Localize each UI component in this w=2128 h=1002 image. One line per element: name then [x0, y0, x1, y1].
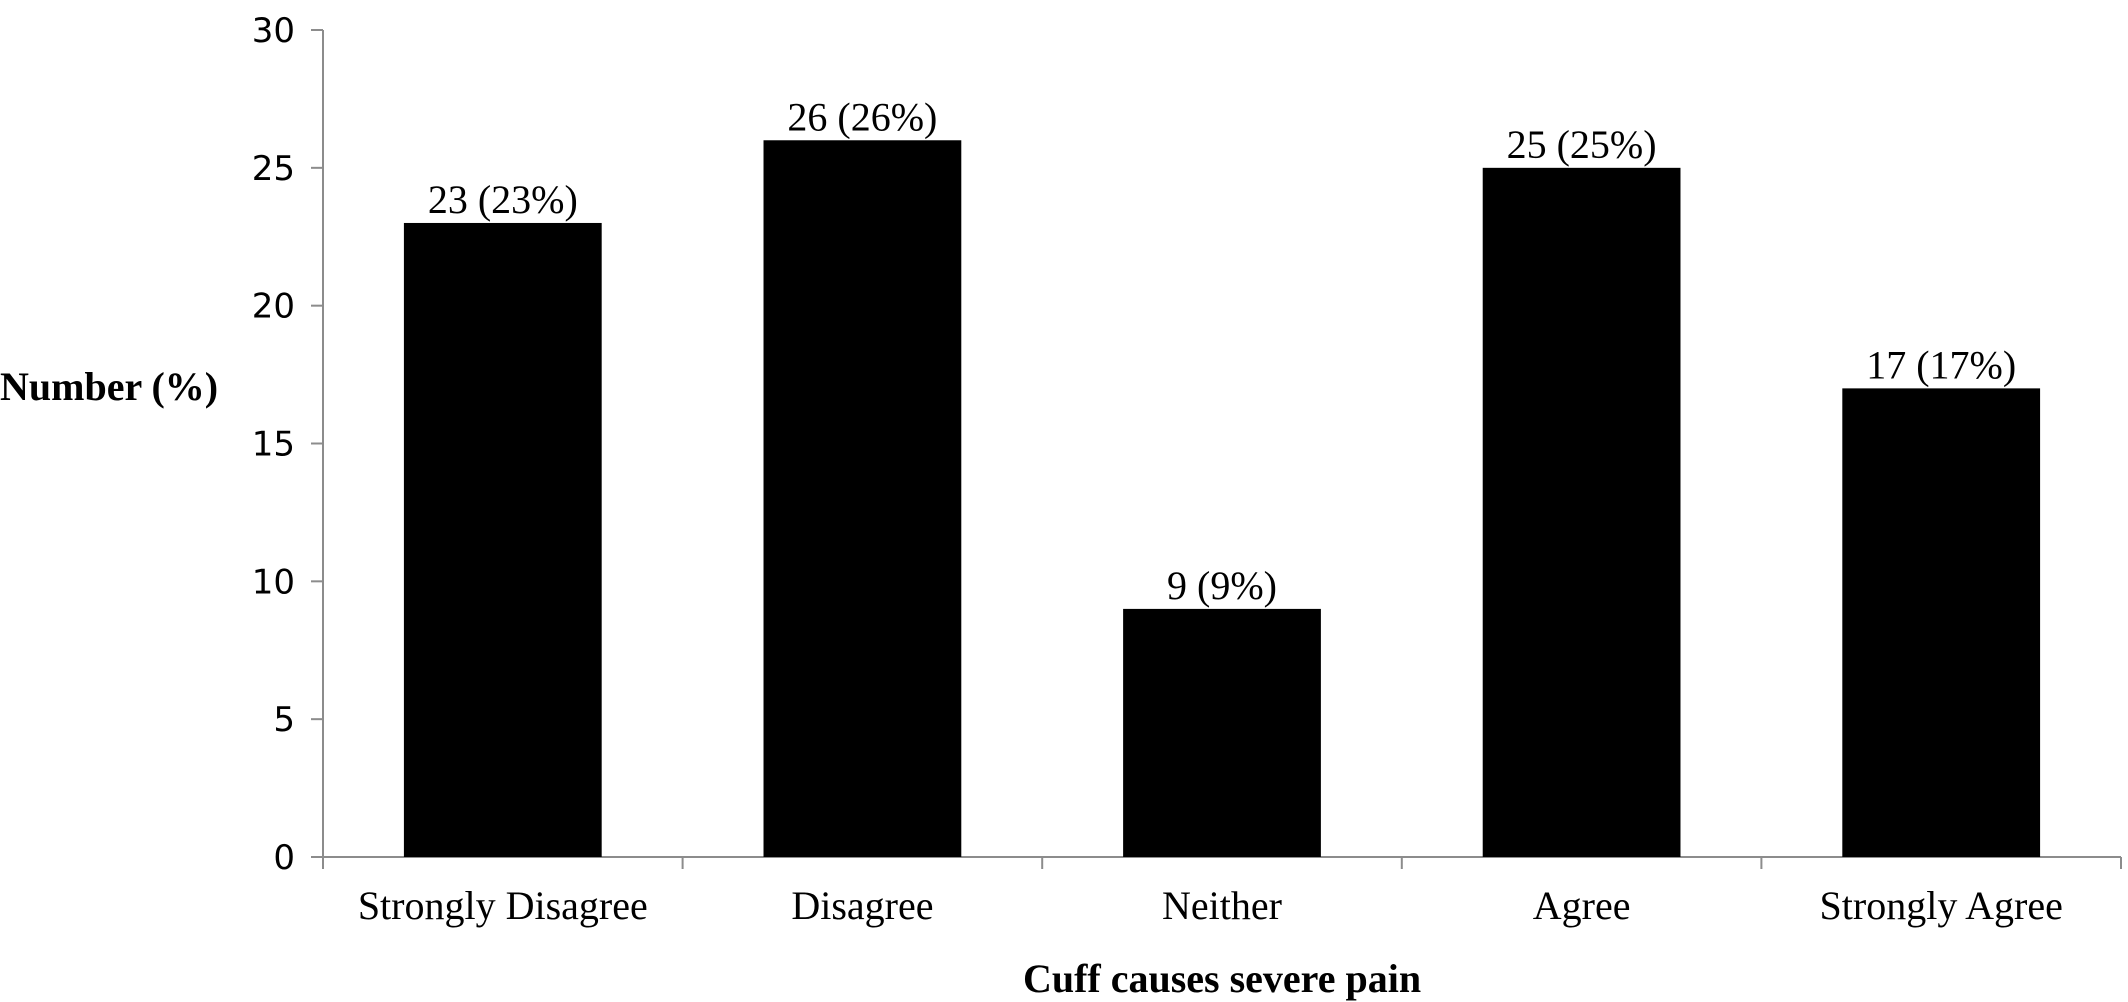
bar-data-label: 9 (9%)	[1167, 563, 1277, 608]
x-tick-label: Strongly Agree	[1820, 883, 2063, 928]
x-tick-label: Strongly Disagree	[358, 883, 648, 928]
bars	[403, 140, 2041, 858]
y-axis: 0 5 10 15 20 25 30	[252, 11, 324, 878]
bar-data-label: 26 (26%)	[787, 94, 937, 139]
bar-data-label: 17 (17%)	[1866, 342, 2016, 387]
x-tick-label: Neither	[1162, 883, 1282, 928]
y-axis-title: Number (%)	[0, 364, 218, 409]
bar	[1842, 388, 2041, 857]
bar	[403, 222, 602, 857]
y-tick-label: 20	[252, 287, 295, 327]
x-tick-label: Disagree	[791, 883, 933, 928]
y-tick-label: 30	[252, 11, 295, 51]
bar-data-label: 25 (25%)	[1507, 122, 1657, 167]
bar	[763, 140, 962, 857]
y-tick-label: 15	[252, 425, 295, 465]
bar-data-label: 23 (23%)	[428, 177, 578, 222]
y-tick-label: 25	[252, 149, 295, 189]
bar	[1123, 608, 1321, 857]
data-labels: 23 (23%) 26 (26%) 9 (9%) 25 (25%) 17 (17%)	[428, 94, 2016, 608]
x-tick-label: Agree	[1533, 883, 1631, 928]
x-axis-title: Cuff causes severe pain	[1023, 956, 1421, 1001]
x-axis: Strongly Disagree Disagree Neither Agree Str…	[322, 856, 2122, 928]
y-tick-label: 10	[252, 562, 295, 602]
y-tick-label: 5	[273, 700, 295, 740]
y-tick-label: 0	[273, 838, 295, 878]
bar	[1482, 167, 1681, 858]
